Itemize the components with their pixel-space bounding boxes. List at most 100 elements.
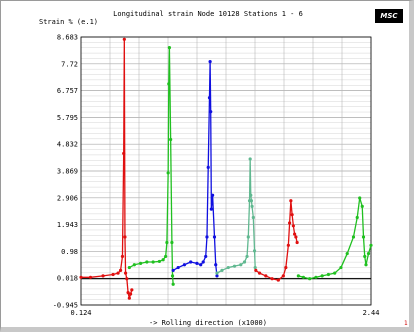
data-point: [333, 271, 337, 275]
data-point: [201, 260, 205, 264]
data-point: [139, 261, 143, 265]
data-point: [326, 272, 331, 277]
series-line: [298, 197, 372, 280]
data-point: [253, 265, 257, 270]
data-point: [320, 274, 324, 278]
data-point: [171, 268, 175, 272]
y-tick-label: 4.832: [57, 141, 78, 149]
data-point: [251, 215, 255, 220]
data-point: [232, 264, 237, 268]
data-point: [206, 165, 210, 169]
data-point: [249, 193, 253, 197]
data-point: [249, 199, 254, 203]
data-point: [166, 171, 170, 175]
data-point: [286, 243, 290, 247]
y-tick-label: 1.943: [57, 221, 78, 229]
data-point: [79, 275, 83, 279]
chart-title: Longitudinal strain Node 10128 Stations …: [113, 10, 303, 18]
data-point: [209, 110, 213, 114]
data-point: [248, 157, 252, 161]
data-point: [157, 259, 161, 264]
data-point: [242, 260, 247, 264]
data-point: [161, 258, 165, 262]
data-point: [361, 235, 366, 239]
series-4: [215, 157, 257, 275]
data-point: [214, 263, 218, 267]
y-tick-label: 3.869: [57, 168, 78, 176]
data-point: [164, 254, 168, 259]
series-line: [81, 38, 133, 299]
data-point: [171, 282, 175, 286]
data-point: [165, 240, 169, 245]
data-point: [116, 271, 120, 275]
data-point: [314, 275, 318, 279]
y-tick-label: 8.683: [57, 34, 78, 42]
y-tick-label: -0.945: [53, 302, 78, 310]
data-point: [101, 274, 105, 278]
data-point: [250, 204, 254, 208]
data-point: [120, 254, 125, 259]
data-point: [118, 268, 123, 272]
data-point: [284, 265, 288, 270]
data-point: [127, 296, 131, 300]
y-tick-label: 0.98: [61, 248, 78, 256]
data-point: [122, 151, 126, 156]
data-point: [281, 274, 285, 278]
series-3: [171, 59, 219, 278]
series-line: [216, 158, 256, 274]
data-point: [245, 254, 249, 259]
x-tick-label: 0.124: [70, 309, 91, 317]
data-point: [358, 196, 362, 200]
data-point: [88, 275, 93, 279]
data-point: [204, 254, 208, 259]
y-tick-label: 6.757: [57, 87, 78, 95]
data-point: [290, 213, 294, 217]
data-point: [226, 265, 230, 270]
data-point: [151, 260, 155, 264]
data-point: [111, 272, 115, 277]
data-point: [195, 261, 199, 265]
data-point: [364, 263, 368, 267]
data-point: [246, 235, 250, 239]
data-point: [126, 291, 130, 295]
data-point: [205, 235, 209, 239]
data-point: [125, 277, 129, 281]
data-point: [254, 268, 258, 272]
data-point: [220, 268, 224, 272]
corner-mark: 1: [404, 320, 408, 327]
data-point: [264, 274, 268, 278]
data-point: [167, 82, 171, 86]
data-point: [276, 278, 280, 282]
data-point: [122, 37, 126, 41]
y-tick-label: 7.72: [61, 60, 78, 68]
data-point: [257, 271, 262, 275]
data-point: [132, 263, 136, 267]
data-point: [345, 252, 349, 256]
series-line: [255, 200, 298, 281]
data-point: [176, 265, 180, 270]
data-point: [270, 277, 274, 281]
data-point: [294, 235, 298, 239]
data-point: [170, 274, 175, 278]
data-point: [301, 275, 305, 279]
data-point: [355, 215, 359, 220]
series-line: [129, 47, 174, 285]
data-point: [199, 263, 203, 267]
x-tick-label: 2.44: [363, 309, 380, 317]
data-point: [289, 199, 293, 203]
data-point: [366, 252, 371, 256]
data-point: [167, 46, 172, 50]
data-point: [127, 265, 131, 270]
data-point: [209, 207, 213, 211]
data-point: [215, 274, 219, 278]
data-point: [291, 224, 295, 228]
data-point: [351, 235, 356, 239]
data-point: [123, 235, 127, 239]
y-tick-label: 2.906: [57, 194, 78, 202]
data-point: [130, 288, 134, 292]
data-point: [339, 265, 343, 270]
data-point: [128, 292, 133, 296]
series-1: [79, 37, 134, 300]
